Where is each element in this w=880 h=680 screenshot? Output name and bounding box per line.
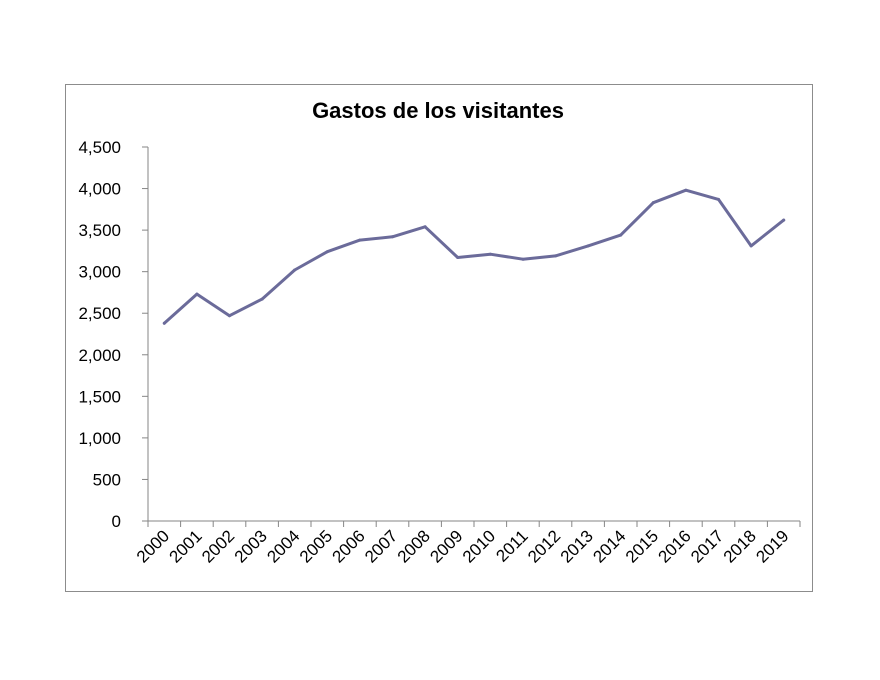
data-point: [684, 188, 688, 192]
x-tick-label: 2008: [394, 526, 434, 566]
chart-title: Gastos de los visitantes: [312, 98, 564, 123]
data-point: [619, 233, 623, 237]
data-point: [293, 268, 297, 272]
x-tick-label: 2016: [655, 526, 695, 566]
data-point: [749, 244, 753, 248]
data-point: [423, 225, 427, 229]
x-tick-label: 2018: [720, 526, 760, 566]
data-point: [228, 314, 231, 318]
series-group: [162, 188, 786, 325]
y-tick-label: 1,000: [78, 429, 121, 448]
x-tick-label: 2001: [166, 526, 206, 566]
y-tick-label: 0: [112, 512, 121, 531]
x-tick-label: 2003: [231, 526, 271, 566]
x-tick-label: 2007: [361, 526, 401, 566]
y-tick-label: 2,500: [78, 304, 121, 323]
data-point: [782, 218, 786, 222]
data-point: [488, 252, 492, 256]
y-tick-label: 3,000: [78, 263, 121, 282]
x-axis: 2000200120022003200420052006200720082009…: [133, 520, 801, 567]
x-tick-label: 2012: [524, 526, 564, 566]
series-line: [162, 188, 786, 325]
x-tick-label: 2000: [133, 526, 173, 566]
data-point: [586, 244, 590, 248]
y-tick-label: 1,500: [78, 387, 121, 406]
data-point: [358, 238, 362, 242]
data-point: [391, 235, 394, 239]
y-tick-label: 4,500: [78, 138, 121, 157]
y-tick-label: 4,000: [78, 180, 121, 199]
x-tick-label: 2005: [296, 526, 336, 566]
y-tick-label: 3,500: [78, 221, 121, 240]
data-point: [260, 297, 264, 301]
x-tick-label: 2009: [426, 526, 466, 566]
data-point: [554, 254, 557, 258]
x-tick-label: 2017: [687, 526, 727, 566]
x-tick-label: 2010: [459, 526, 499, 566]
y-tick-label: 2,000: [78, 346, 121, 365]
x-tick-label: 2011: [492, 526, 531, 565]
data-point: [195, 292, 199, 296]
x-tick-label: 2019: [752, 526, 792, 566]
data-point: [651, 201, 655, 205]
x-tick-label: 2004: [263, 526, 303, 566]
y-tick-label: 500: [93, 470, 121, 489]
chart-frame: [65, 84, 813, 592]
x-tick-label: 2002: [198, 526, 238, 566]
x-tick-label: 2014: [589, 526, 629, 566]
data-point: [521, 257, 525, 261]
x-tick-label: 2013: [557, 526, 597, 566]
data-point: [717, 197, 720, 201]
y-axis: 0 500 1,000 1,500 2,000 2,500 3,000 3,500 4,000 4…: [78, 138, 149, 531]
data-point: [162, 321, 166, 325]
x-tick-label: 2006: [329, 526, 369, 566]
data-point: [456, 256, 460, 260]
data-point: [325, 250, 329, 254]
x-tick-label: 2015: [622, 526, 662, 566]
